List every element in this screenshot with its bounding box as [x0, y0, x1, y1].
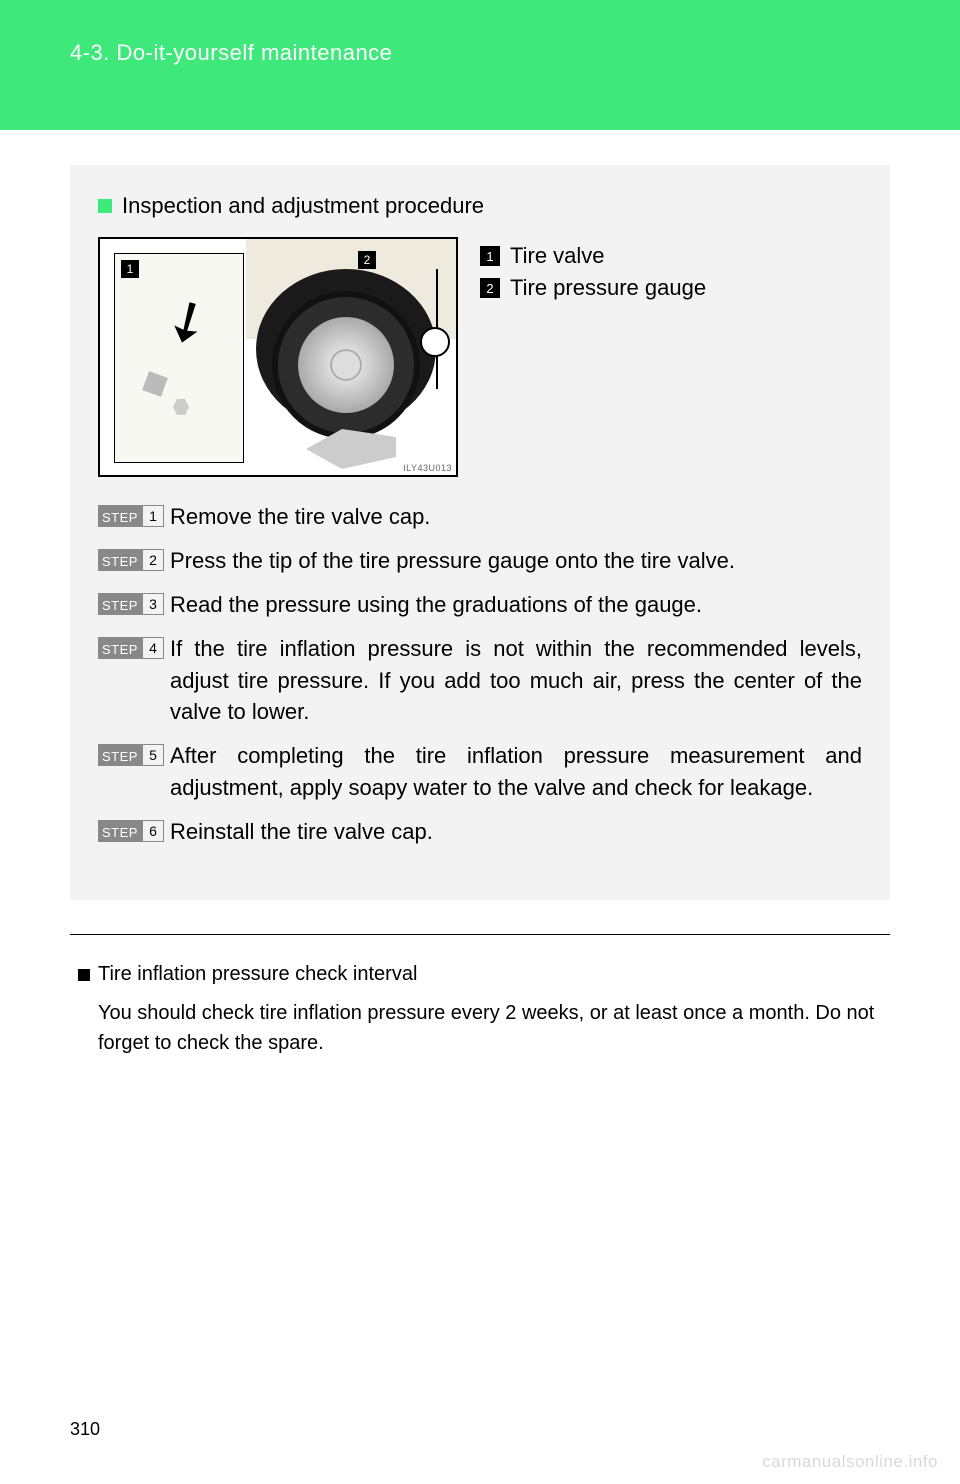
legend-num-badge: 1 [480, 246, 500, 266]
bullet-icon [98, 199, 112, 213]
step-badge: STEP 1 [98, 505, 164, 527]
step-badge: STEP 4 [98, 637, 164, 659]
sub-section: Tire inflation pressure check interval Y… [70, 963, 890, 1058]
image-legend-row: 1 ➘ 2 ILY43U013 1 Tire valve 2 Tire [98, 237, 862, 477]
step-label: STEP [98, 593, 142, 615]
steps-list: STEP 1 Remove the tire valve cap. STEP 2… [98, 501, 862, 848]
procedure-box: Inspection and adjustment procedure 1 ➘ … [70, 165, 890, 900]
step-row: STEP 4 If the tire inflation pressure is… [98, 633, 862, 729]
legend-item: 1 Tire valve [480, 243, 706, 269]
step-num: 2 [142, 549, 164, 571]
callout-1-badge: 1 [121, 260, 139, 278]
page-number: 310 [70, 1419, 100, 1440]
step-row: STEP 5 After completing the tire inflati… [98, 740, 862, 804]
sub-text: You should check tire inflation pressure… [98, 998, 882, 1058]
step-text: Read the pressure using the graduations … [170, 589, 702, 621]
step-badge: STEP 2 [98, 549, 164, 571]
step-label: STEP [98, 820, 142, 842]
step-badge: STEP 3 [98, 593, 164, 615]
legend-item: 2 Tire pressure gauge [480, 275, 706, 301]
tire-diagram: 1 ➘ 2 ILY43U013 [98, 237, 458, 477]
bullet-icon [78, 969, 90, 981]
step-text: Reinstall the tire valve cap. [170, 816, 433, 848]
step-badge: STEP 6 [98, 820, 164, 842]
sub-title-row: Tire inflation pressure check interval [78, 963, 882, 986]
step-row: STEP 2 Press the tip of the tire pressur… [98, 545, 862, 577]
step-text: Remove the tire valve cap. [170, 501, 430, 533]
step-label: STEP [98, 549, 142, 571]
watermark: carmanualsonline.info [762, 1452, 938, 1472]
step-text: After completing the tire inflation pres… [170, 740, 862, 804]
step-num: 1 [142, 505, 164, 527]
step-label: STEP [98, 637, 142, 659]
legend-text: Tire pressure gauge [510, 275, 706, 301]
image-id: ILY43U013 [403, 463, 452, 473]
header-section-label: 4-3. Do-it-yourself maintenance [70, 40, 960, 66]
sub-title: Tire inflation pressure check interval [98, 963, 417, 986]
page-content: Inspection and adjustment procedure 1 ➘ … [0, 165, 960, 1058]
step-label: STEP [98, 505, 142, 527]
step-row: STEP 3 Read the pressure using the gradu… [98, 589, 862, 621]
diagram-legend: 1 Tire valve 2 Tire pressure gauge [480, 237, 706, 477]
legend-text: Tire valve [510, 243, 605, 269]
step-row: STEP 1 Remove the tire valve cap. [98, 501, 862, 533]
header-band: 4-3. Do-it-yourself maintenance [0, 0, 960, 130]
step-text: Press the tip of the tire pressure gauge… [170, 545, 735, 577]
step-badge: STEP 5 [98, 744, 164, 766]
legend-num-badge: 2 [480, 278, 500, 298]
step-num: 4 [142, 637, 164, 659]
step-num: 3 [142, 593, 164, 615]
step-num: 6 [142, 820, 164, 842]
step-row: STEP 6 Reinstall the tire valve cap. [98, 816, 862, 848]
step-text: If the tire inflation pressure is not wi… [170, 633, 862, 729]
section-title-row: Inspection and adjustment procedure [98, 193, 862, 219]
section-title: Inspection and adjustment procedure [122, 193, 484, 219]
step-num: 5 [142, 744, 164, 766]
step-label: STEP [98, 744, 142, 766]
callout-2-badge: 2 [358, 251, 376, 269]
divider [70, 934, 890, 935]
